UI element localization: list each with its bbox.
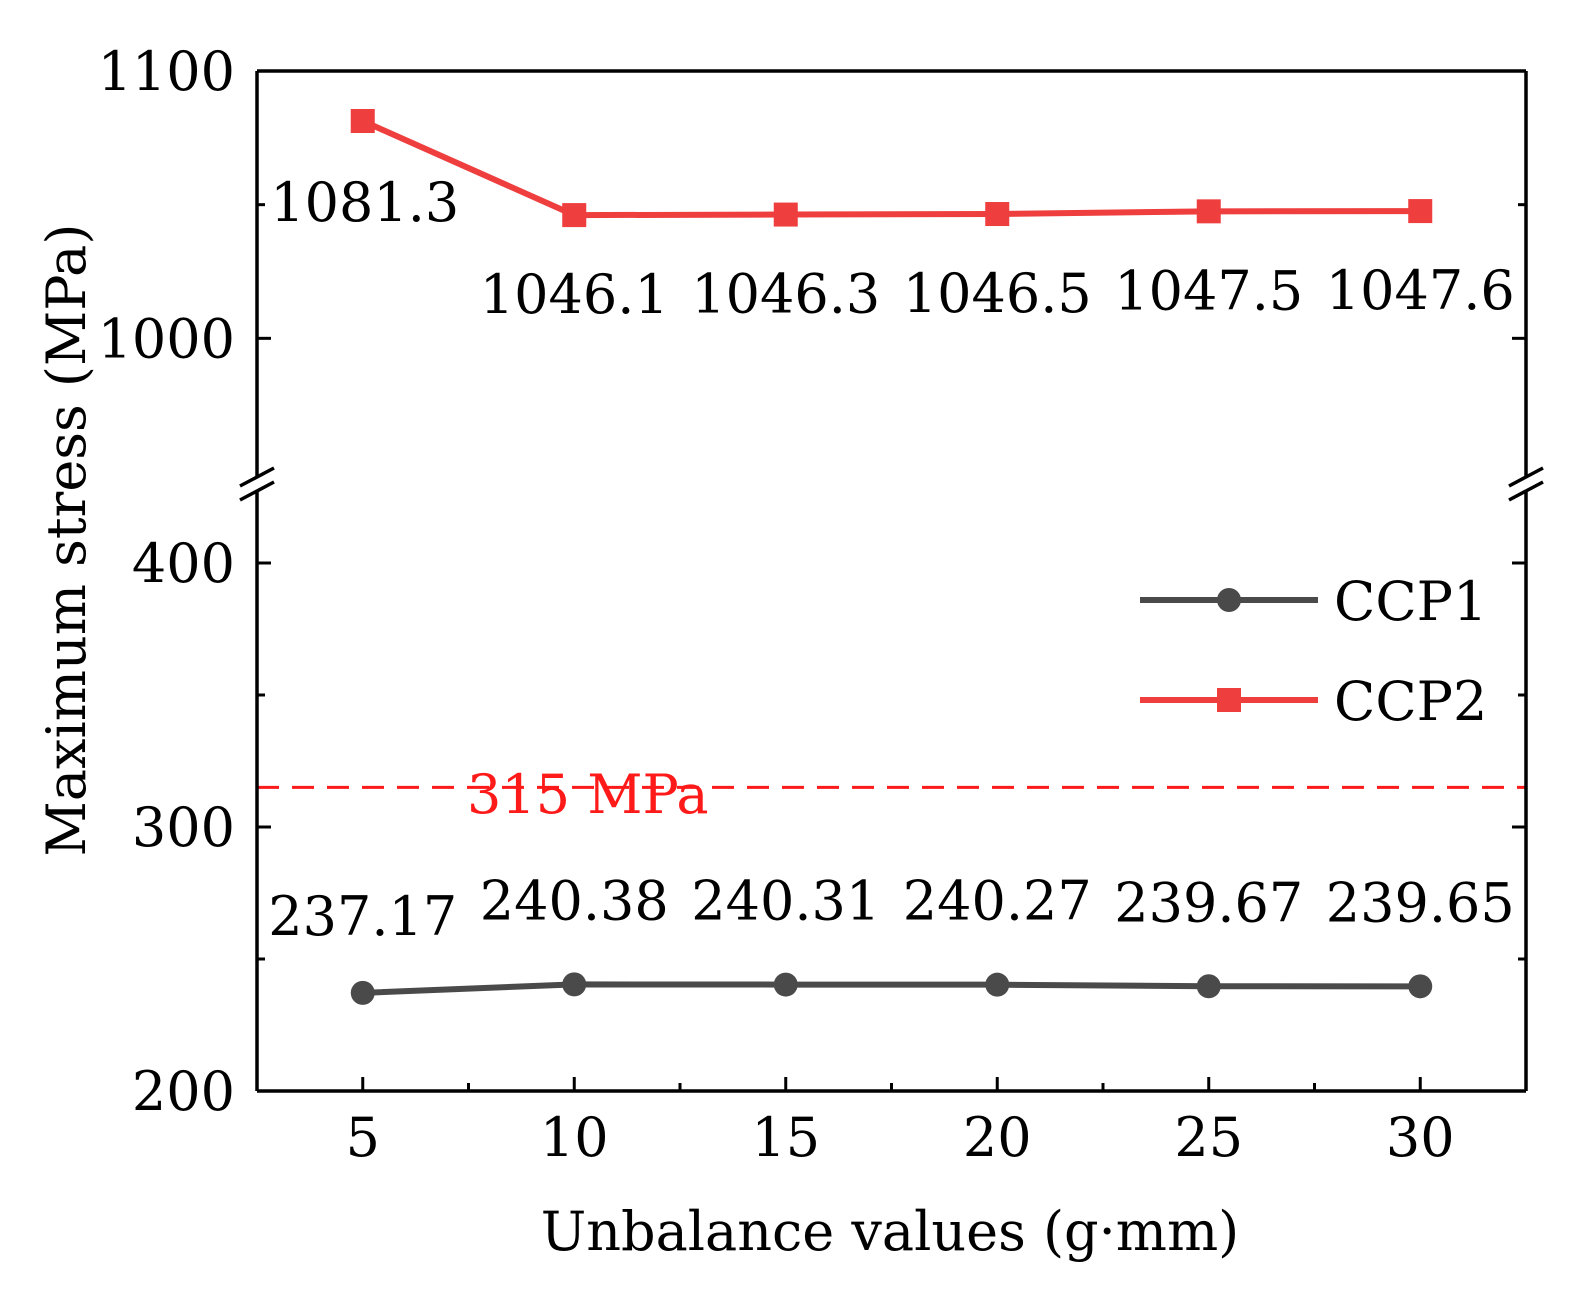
data-point-ccp2 bbox=[773, 202, 798, 227]
legend: CCP1 CCP2 bbox=[1140, 570, 1487, 733]
axis-break-left-0 bbox=[239, 466, 275, 488]
x-axis-title: Unbalance values (g·mm) bbox=[541, 1200, 1240, 1263]
data-label-ccp1: 240.31 bbox=[691, 870, 880, 933]
axis-break-right-0 bbox=[1508, 466, 1544, 488]
data-label-ccp2: 1047.5 bbox=[1114, 259, 1303, 322]
data-point-ccp1 bbox=[1408, 974, 1433, 999]
data-point-ccp2 bbox=[1408, 199, 1433, 224]
data-point-ccp2 bbox=[985, 202, 1010, 227]
data-label-ccp1: 240.38 bbox=[480, 869, 669, 932]
legend-marker-ccp2 bbox=[1217, 688, 1241, 712]
data-label-ccp1: 240.27 bbox=[903, 870, 1092, 933]
data-label-ccp1: 239.67 bbox=[1114, 871, 1303, 934]
x-tick-label: 10 bbox=[540, 1106, 609, 1169]
series-line-ccp1 bbox=[362, 981, 1421, 996]
data-label-ccp1: 239.65 bbox=[1326, 871, 1515, 934]
x-tick-label: 30 bbox=[1386, 1106, 1455, 1169]
data-point-ccp2 bbox=[1196, 199, 1221, 224]
data-point-ccp1 bbox=[773, 972, 798, 997]
data-point-ccp1 bbox=[1196, 974, 1221, 999]
data-label-ccp2: 1046.3 bbox=[691, 263, 880, 326]
y-tick-label: 200 bbox=[132, 1060, 235, 1123]
legend-label-ccp1: CCP1 bbox=[1334, 570, 1487, 633]
data-label-ccp2: 1047.6 bbox=[1326, 259, 1515, 322]
data-label-ccp2: 1081.3 bbox=[270, 171, 459, 234]
data-label-ccp2: 1046.5 bbox=[903, 262, 1092, 325]
x-tick-label: 15 bbox=[751, 1106, 820, 1169]
data-point-ccp1 bbox=[985, 972, 1010, 997]
x-tick-label: 25 bbox=[1174, 1106, 1243, 1169]
x-tick-label: 20 bbox=[963, 1106, 1032, 1169]
data-label-ccp1: 237.17 bbox=[268, 885, 457, 948]
y-axis-title: Maximum stress (MPa) bbox=[35, 224, 98, 857]
series-line-ccp2 bbox=[361, 118, 1421, 219]
legend-marker-ccp1 bbox=[1217, 588, 1241, 612]
data-label-ccp2: 1046.1 bbox=[480, 263, 669, 326]
axis-break-left-1 bbox=[239, 480, 275, 502]
y-tick-label: 400 bbox=[132, 532, 235, 595]
y-tick-label: 1100 bbox=[98, 40, 235, 103]
data-point-ccp1 bbox=[350, 980, 375, 1005]
legend-label-ccp2: CCP2 bbox=[1334, 670, 1487, 733]
axis-break-right-1 bbox=[1508, 480, 1544, 502]
y-tick-label: 300 bbox=[132, 796, 235, 859]
reference-line-label: 315 MPa bbox=[467, 763, 709, 826]
data-point-ccp2 bbox=[350, 108, 375, 133]
data-point-ccp1 bbox=[562, 972, 587, 997]
x-tick-label: 5 bbox=[346, 1106, 380, 1169]
data-point-ccp2 bbox=[562, 203, 587, 228]
y-tick-label: 1000 bbox=[98, 307, 235, 370]
